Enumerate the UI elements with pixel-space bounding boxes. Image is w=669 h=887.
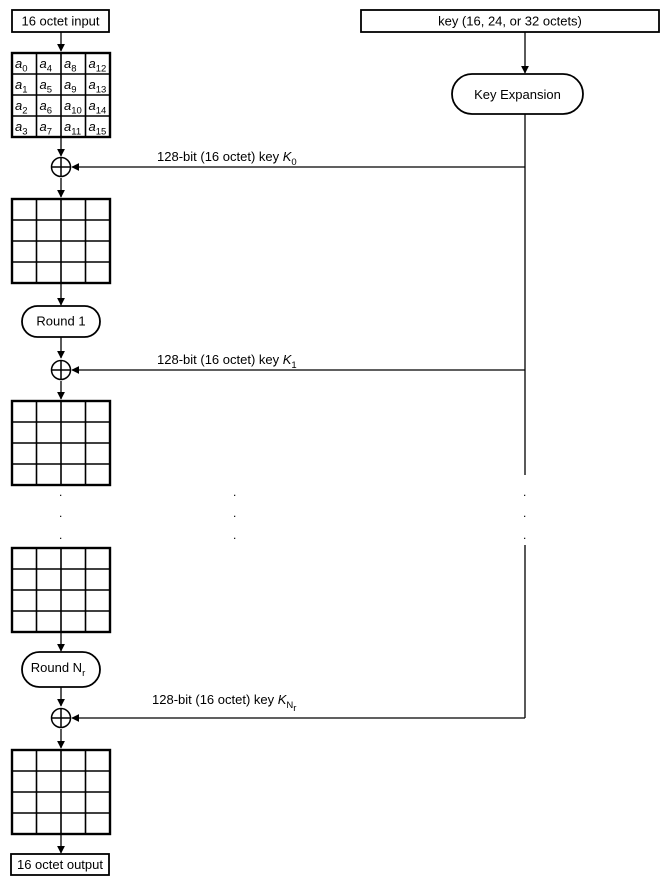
state-cell-label: a11 <box>64 119 81 138</box>
state-cell-label: a14 <box>89 98 107 117</box>
state-cell-label: a12 <box>89 56 107 75</box>
svg-text:.: . <box>59 528 62 542</box>
state-grid <box>10 197 112 285</box>
svg-text:.: . <box>233 506 236 520</box>
state-cell-label: a9 <box>64 77 77 96</box>
round-key-label-nr: 128-bit (16 octet) key KNr <box>152 692 296 714</box>
state-cell-label: a15 <box>89 119 107 138</box>
output-box: 16 octet output <box>10 853 110 876</box>
svg-text:.: . <box>233 485 236 499</box>
input-label: 16 octet input <box>21 14 99 29</box>
key-label: key (16, 24, or 32 octets) <box>438 14 582 29</box>
key-expansion-label: Key Expansion <box>474 87 561 102</box>
state-cell-label: a6 <box>40 98 53 117</box>
state-cell-label: a0 <box>15 56 28 75</box>
xor-icon <box>50 359 72 381</box>
round-nr-label: Round Nr <box>31 660 85 679</box>
svg-text:.: . <box>233 528 236 542</box>
state-cell-label: a2 <box>15 98 28 117</box>
state-grid <box>10 546 112 634</box>
ellipsis-dots: . . . . . . . . . <box>59 485 526 542</box>
state-cell-label: a1 <box>15 77 28 96</box>
svg-text:.: . <box>59 485 62 499</box>
state-cell-label: a13 <box>89 77 107 96</box>
round-nr-box: Round Nr <box>21 651 101 688</box>
state-cell-label: a5 <box>40 77 53 96</box>
svg-text:.: . <box>523 485 526 499</box>
xor-icon <box>50 156 72 178</box>
xor-icon <box>50 707 72 729</box>
state-cell-labels: a0 a4 a8 a12 a1 a5 a9 a13 a2 a6 a10 a14 a3 a7 a11 a15 <box>15 56 106 138</box>
state-cell-label: a10 <box>64 98 82 117</box>
state-grid-input <box>10 51 112 139</box>
svg-text:.: . <box>59 506 62 520</box>
svg-text:.: . <box>523 506 526 520</box>
state-grid <box>10 748 112 836</box>
key-box: key (16, 24, or 32 octets) <box>360 9 660 33</box>
key-expansion-box: Key Expansion <box>451 73 584 115</box>
round-key-label-1: 128-bit (16 octet) key K1 <box>157 352 297 371</box>
round-1-box: Round 1 <box>21 305 101 338</box>
state-cell-label: a4 <box>40 56 53 75</box>
state-cell-label: a7 <box>40 119 53 138</box>
round-key-label-0: 128-bit (16 octet) key K0 <box>157 149 297 168</box>
state-cell-label: a8 <box>64 56 77 75</box>
output-label: 16 octet output <box>17 857 103 872</box>
svg-text:.: . <box>523 528 526 542</box>
input-box: 16 octet input <box>11 9 110 33</box>
round-1-label: Round 1 <box>36 314 85 329</box>
state-grid <box>10 399 112 487</box>
state-cell-label: a3 <box>15 119 28 138</box>
